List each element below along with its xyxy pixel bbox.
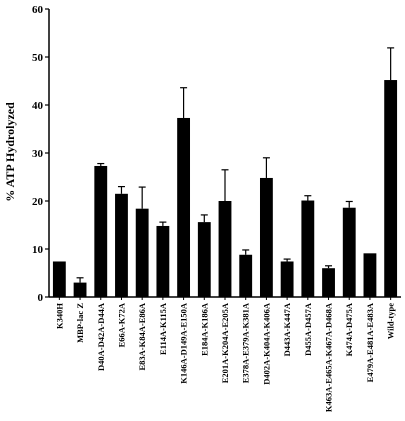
y-tick-label: 60	[32, 4, 44, 16]
x-category-label: E184A-K186A	[199, 302, 209, 356]
y-axis-title: % ATP Hydrolyzed	[3, 102, 17, 202]
bar	[239, 254, 253, 297]
x-category-label: E66A-K72A	[116, 302, 126, 347]
bar	[342, 207, 356, 297]
x-category-label: K340H	[54, 303, 64, 329]
bar	[177, 117, 191, 298]
y-tick-label: 10	[32, 244, 44, 256]
x-category-label: E114A-K115A	[158, 302, 168, 355]
error-bars	[76, 47, 395, 283]
bar	[322, 268, 335, 297]
bar	[156, 225, 170, 297]
bar	[52, 261, 66, 297]
x-category-label: K474A-D475A	[344, 302, 354, 356]
x-category-label: E83A-K84A-E86A	[137, 302, 147, 370]
x-category-label: E378A-E379A-K381A	[241, 302, 251, 383]
x-category-label: D40A-D42A-D44A	[96, 302, 106, 371]
y-tick-label: 20	[32, 196, 44, 208]
x-category-label: D455A-D457A	[303, 302, 313, 356]
x-category-label: D402A-K404A-K406A	[261, 302, 271, 385]
axes	[45, 8, 401, 300]
x-category-label: Wild-type	[386, 303, 396, 339]
bar	[259, 177, 273, 297]
x-category-label: K146A-D149A-E150A	[179, 302, 189, 384]
x-category-label: E479A-E481A-E483A	[365, 302, 375, 382]
labels: 0 10 20 30 40 50 60 K340H MBP-lac Z D40A-D42A-D44…	[32, 4, 396, 412]
y-tick-label: 0	[38, 292, 44, 304]
bar	[115, 193, 128, 297]
bar	[280, 261, 294, 297]
x-category-label: K463A-E465A-K467A-D468A	[324, 302, 334, 412]
x-category-label: MBP-lac Z	[75, 303, 85, 343]
y-tick-label: 50	[32, 52, 44, 64]
bar	[384, 80, 398, 297]
bar	[94, 165, 108, 297]
bar	[135, 208, 149, 297]
y-tick-label: 30	[32, 148, 44, 160]
bar	[197, 222, 211, 297]
bar	[73, 282, 87, 297]
x-category-label: E201A-K204A-E205A	[220, 302, 230, 383]
x-category-label: D443A-K447A	[282, 302, 292, 356]
bars	[52, 80, 398, 298]
bar	[218, 201, 232, 297]
bar	[363, 253, 377, 297]
y-tick-label: 40	[32, 100, 44, 112]
bar	[301, 200, 315, 297]
